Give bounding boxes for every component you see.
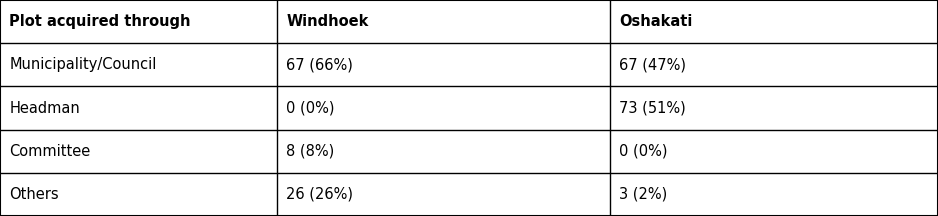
Text: 67 (47%): 67 (47%) [619,57,686,72]
Text: 0 (0%): 0 (0%) [286,100,335,116]
Text: Committee: Committee [9,144,91,159]
Text: 67 (66%): 67 (66%) [286,57,353,72]
Text: 73 (51%): 73 (51%) [619,100,686,116]
Text: Windhoek: Windhoek [286,14,369,29]
Text: Plot acquired through: Plot acquired through [9,14,190,29]
Text: Headman: Headman [9,100,80,116]
Text: 8 (8%): 8 (8%) [286,144,334,159]
Text: Municipality/Council: Municipality/Council [9,57,157,72]
Text: 0 (0%): 0 (0%) [619,144,668,159]
Text: Oshakati: Oshakati [619,14,692,29]
Text: Others: Others [9,187,59,202]
Text: 3 (2%): 3 (2%) [619,187,667,202]
Text: 26 (26%): 26 (26%) [286,187,353,202]
